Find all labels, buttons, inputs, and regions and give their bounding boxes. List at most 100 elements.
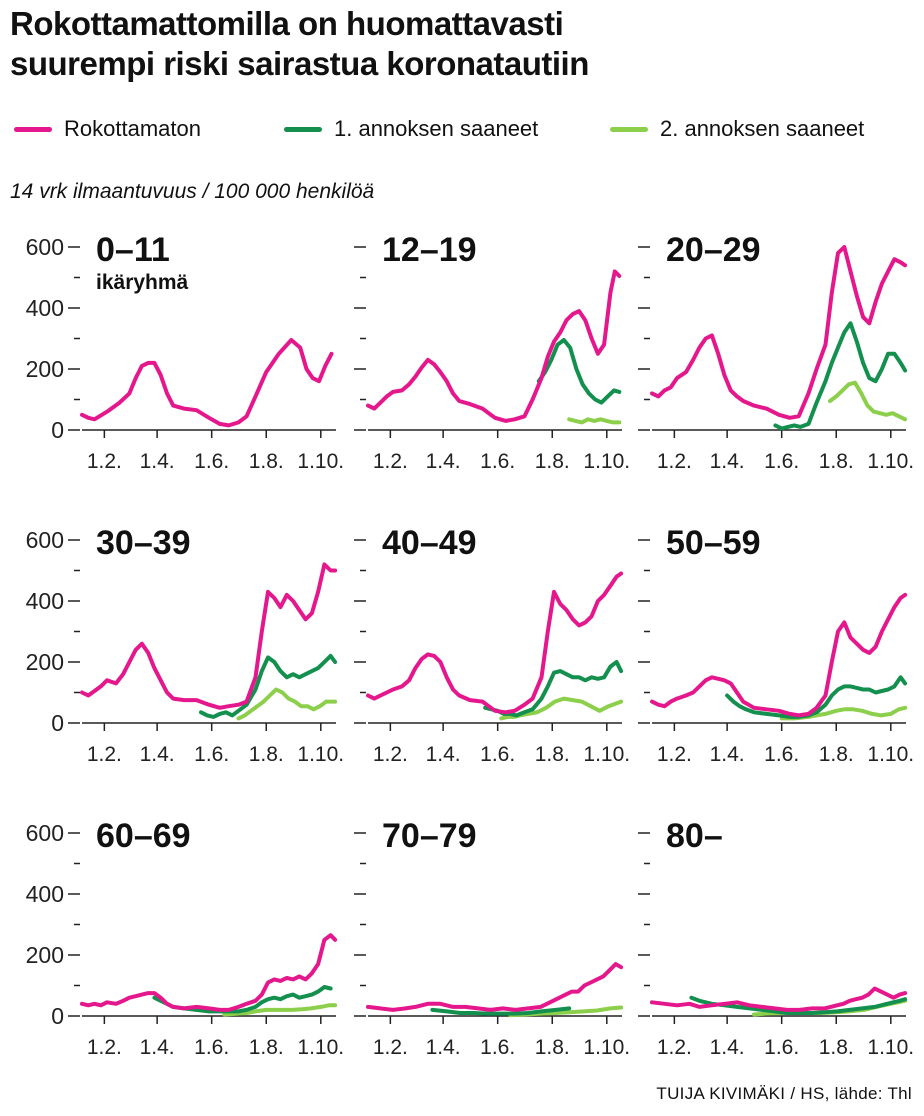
panel-label: 30–39: [96, 524, 191, 562]
x-tick-label: 1.6.: [764, 1036, 799, 1059]
x-tick-label: 1.4.: [710, 450, 745, 473]
series-line-dose1: [199, 653, 338, 719]
x-tick-label: 1.10.: [867, 450, 914, 473]
x-tick-label: 1.2.: [657, 450, 692, 473]
legend-swatch-dose2: [610, 126, 648, 132]
series-line-unvaccinated: [80, 338, 334, 428]
chart-title: Rokottamattomilla on huomattavasti suure…: [10, 4, 910, 84]
x-tick-label: 1.4.: [710, 743, 745, 766]
y-tick-label: 400: [26, 295, 64, 321]
x-tick-label: 1.8.: [249, 1036, 284, 1059]
x-tick-label: 1.2.: [373, 1036, 408, 1059]
y-tick-label: 400: [26, 881, 64, 907]
panel-0-11: 0 200 400 600 1.2. 1.4. 1.6. 1.8. 1.10. 0–11ikäry…: [26, 231, 345, 473]
x-tick-label: 1.10.: [867, 743, 914, 766]
legend-swatch-dose1: [284, 126, 322, 132]
panel-label: 50–59: [666, 524, 761, 562]
y-tick-label: 200: [26, 356, 64, 382]
y-tick-label: 0: [51, 710, 64, 736]
panel-label: 12–19: [382, 231, 477, 269]
y-tick-label: 0: [51, 1003, 64, 1029]
x-tick-label: 1.8.: [249, 743, 284, 766]
series-line-dose2: [567, 417, 622, 425]
y-tick-label: 200: [26, 942, 64, 968]
panel-70-79: 1.2. 1.4. 1.6. 1.8. 1.10. 70–79: [354, 817, 630, 1059]
x-tick-label: 1.10.: [583, 1036, 630, 1059]
x-tick-label: 1.8.: [819, 450, 854, 473]
x-tick-label: 1.10.: [297, 1036, 344, 1059]
y-tick-label: 200: [26, 649, 64, 675]
x-tick-label: 1.10.: [297, 743, 344, 766]
chart-title-line-2: suurempi riski sairastua koronatautiin: [10, 45, 589, 82]
x-tick-label: 1.2.: [373, 743, 408, 766]
series-line-dose2: [236, 687, 338, 721]
series-line-unvaccinated: [650, 986, 908, 1012]
x-tick-label: 1.8.: [819, 743, 854, 766]
unit-label: 14 vrk ilmaantuvuus / 100 000 henkilöä: [10, 180, 375, 203]
x-tick-label: 1.2.: [87, 450, 122, 473]
x-tick-label: 1.2.: [373, 450, 408, 473]
x-tick-label: 1.10.: [583, 450, 630, 473]
panel-80: 1.2. 1.4. 1.6. 1.8. 1.10. 80–: [638, 817, 914, 1059]
series-line-unvaccinated: [650, 592, 908, 718]
legend-item-dose2: 2. annoksen saaneet: [610, 114, 864, 144]
x-tick-label: 1.10.: [867, 1036, 914, 1059]
series-line-unvaccinated: [366, 269, 622, 423]
x-tick-label: 1.2.: [87, 1036, 122, 1059]
series-line-dose1: [430, 1006, 572, 1016]
legend-item-unvaccinated: Rokottamaton: [14, 114, 201, 144]
legend: Rokottamaton 1. annoksen saaneet 2. anno…: [14, 114, 924, 144]
x-tick-label: 1.4.: [426, 450, 461, 473]
panel-40-49: 1.2. 1.4. 1.6. 1.8. 1.10. 40–49: [354, 524, 630, 766]
y-tick-label: 600: [26, 820, 64, 846]
legend-label-unvaccinated: Rokottamaton: [64, 116, 201, 141]
series-line-dose1: [725, 675, 908, 719]
panel-50-59: 1.2. 1.4. 1.6. 1.8. 1.10. 50–59: [638, 524, 914, 766]
legend-swatch-unvaccinated: [14, 126, 52, 132]
x-tick-label: 1.8.: [535, 450, 570, 473]
x-tick-label: 1.4.: [426, 1036, 461, 1059]
series-line-unvaccinated: [366, 962, 624, 1012]
x-tick-label: 1.6.: [764, 450, 799, 473]
x-tick-label: 1.4.: [426, 743, 461, 766]
panel-60-69: 0 200 400 600 1.2. 1.4. 1.6. 1.8. 1.10. 60–69: [26, 817, 345, 1059]
series-line-dose1: [483, 660, 624, 718]
x-tick-label: 1.4.: [140, 1036, 175, 1059]
series-line-unvaccinated: [80, 933, 338, 1012]
x-tick-label: 1.2.: [657, 1036, 692, 1059]
series-line-unvaccinated: [80, 562, 338, 710]
x-tick-label: 1.4.: [710, 1036, 745, 1059]
legend-label-dose1: 1. annoksen saaneet: [334, 116, 539, 141]
series-line-dose2: [828, 380, 908, 422]
series-line-unvaccinated: [650, 245, 908, 420]
series-line-dose1: [773, 321, 908, 431]
panel-20-29: 1.2. 1.4. 1.6. 1.8. 1.10. 20–29: [638, 231, 914, 473]
panel-label: 80–: [666, 817, 723, 855]
panel-label: 60–69: [96, 817, 191, 855]
x-tick-label: 1.8.: [535, 1036, 570, 1059]
panel-label: 0–11: [96, 231, 170, 269]
panel-sublabel: ikäryhmä: [96, 271, 189, 294]
x-tick-label: 1.6.: [480, 1036, 515, 1059]
panel-label: 70–79: [382, 817, 477, 855]
panel-12-19: 1.2. 1.4. 1.6. 1.8. 1.10. 12–19: [354, 231, 630, 473]
x-tick-label: 1.2.: [87, 743, 122, 766]
y-tick-label: 600: [26, 234, 64, 260]
series-line-dose1: [536, 338, 622, 405]
x-tick-label: 1.8.: [819, 1036, 854, 1059]
x-tick-label: 1.10.: [583, 743, 630, 766]
x-tick-label: 1.10.: [297, 450, 344, 473]
panel-30-39: 0 200 400 600 1.2. 1.4. 1.6. 1.8. 1.10. 30–39: [26, 524, 345, 766]
x-tick-label: 1.4.: [140, 743, 175, 766]
x-tick-label: 1.4.: [140, 450, 175, 473]
y-tick-label: 400: [26, 588, 64, 614]
x-tick-label: 1.2.: [657, 743, 692, 766]
panel-label: 40–49: [382, 524, 477, 562]
panel-label: 20–29: [666, 231, 761, 269]
x-tick-label: 1.8.: [535, 743, 570, 766]
series-line-dose2: [222, 1003, 338, 1017]
x-tick-label: 1.6.: [194, 450, 229, 473]
chart-title-line-1: Rokottamattomilla on huomattavasti: [10, 5, 564, 42]
x-tick-label: 1.6.: [480, 450, 515, 473]
